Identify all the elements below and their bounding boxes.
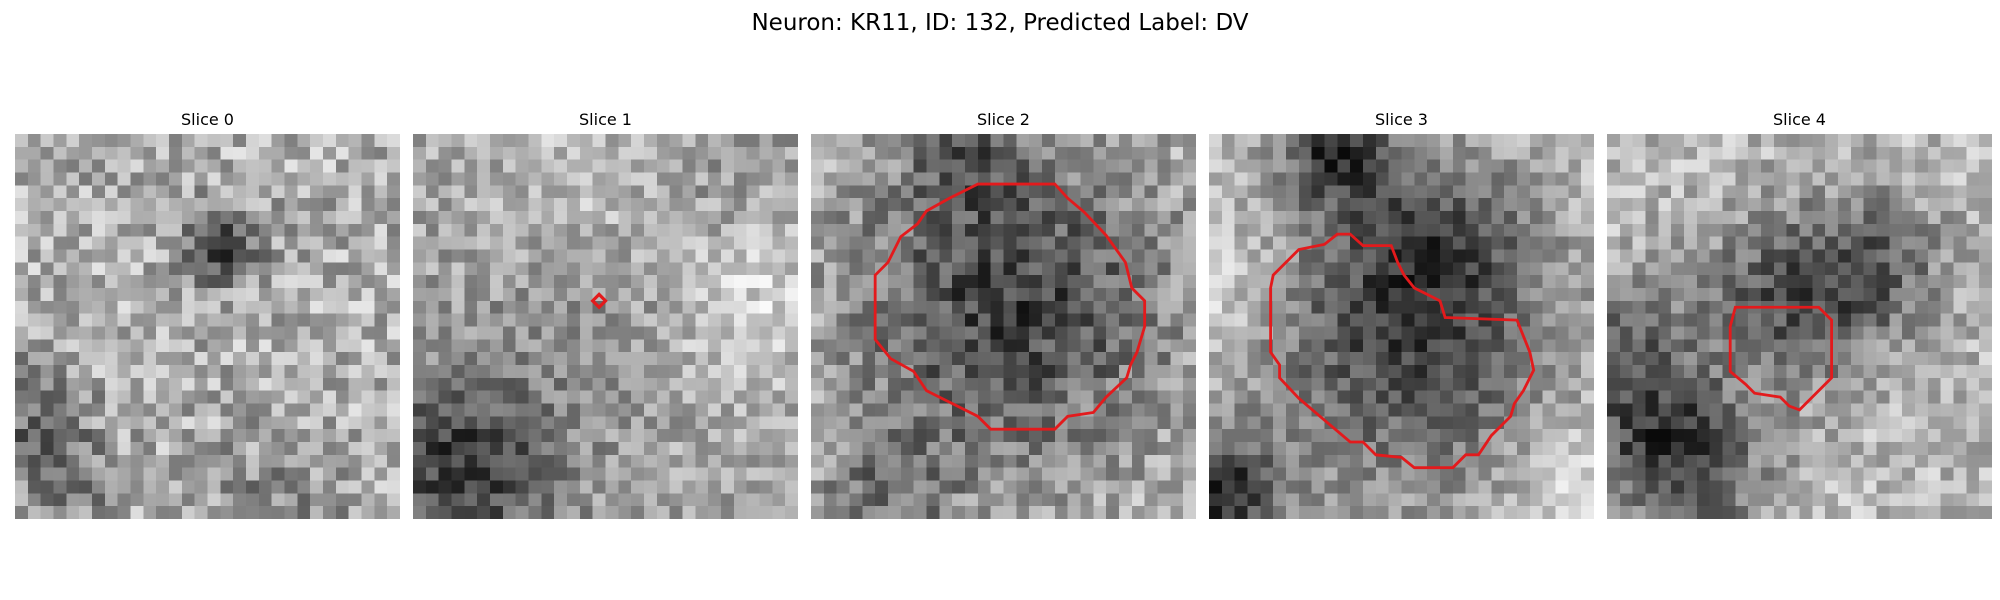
segmentation-contour	[1269, 232, 1536, 470]
slice-title-0: Slice 0	[181, 110, 234, 129]
segmentation-contour	[873, 182, 1147, 431]
slice-title-2: Slice 2	[977, 110, 1030, 129]
slice-panel-4: Slice 4	[1607, 110, 1992, 520]
slice-title-3: Slice 3	[1375, 110, 1428, 129]
slice-image-0	[15, 134, 400, 519]
slice-panel-2: Slice 2	[811, 110, 1196, 520]
slice-panel-3: Slice 3	[1209, 110, 1594, 520]
slice-title-1: Slice 1	[579, 110, 632, 129]
slice-title-4: Slice 4	[1773, 110, 1826, 129]
figure-title: Neuron: KR11, ID: 132, Predicted Label: …	[751, 10, 1249, 36]
slice-panel-1: Slice 1	[413, 110, 798, 520]
slice-panel-0: Slice 0	[15, 110, 400, 520]
slice-image-4	[1607, 134, 1992, 519]
slice-image-3	[1209, 134, 1594, 519]
slice-image-2	[811, 134, 1196, 519]
slice-image-1	[413, 134, 798, 519]
segmentation-contour	[590, 292, 608, 310]
segmentation-contour	[1728, 305, 1833, 412]
